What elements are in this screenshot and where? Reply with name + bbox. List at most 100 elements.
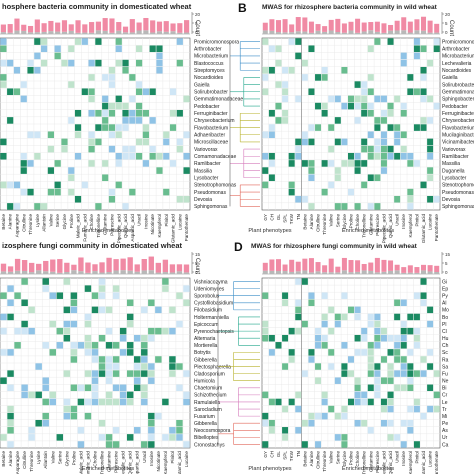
heatmap-cell — [348, 356, 354, 363]
heatmap-cell — [282, 363, 289, 370]
heatmap-cell — [141, 334, 148, 342]
heatmap-cell — [380, 398, 387, 406]
heatmap-cell — [27, 160, 34, 167]
heatmap-cell — [84, 349, 92, 356]
heatmap-cell — [334, 313, 341, 321]
count-bar-base — [262, 30, 268, 34]
metabolite-label: Trigonelline — [100, 451, 105, 474]
heatmap-cell — [88, 74, 95, 81]
metabolite-label: Aspartic_acid — [130, 214, 135, 242]
count-bar-base — [122, 32, 129, 34]
heatmap-cell — [112, 370, 120, 377]
heatmap-cell — [268, 109, 275, 117]
metabolite-label: Lysine — [35, 214, 40, 228]
heatmap-cell — [149, 145, 156, 153]
taxon-label: Pyrenochaetopsis — [194, 329, 234, 335]
heatmap-cell — [268, 349, 275, 356]
heatmap-cell — [68, 45, 75, 53]
metabolite-label: SPL — [283, 214, 288, 223]
heatmap-cell — [282, 427, 289, 434]
count-bar-base — [328, 272, 334, 274]
heatmap-cell — [420, 278, 427, 285]
panel-d-title: MWAS for rhizosphere fungi community in … — [251, 243, 418, 250]
heatmap-cell — [315, 74, 322, 81]
heatmap-cell — [387, 391, 394, 399]
heatmap-cell — [169, 370, 176, 377]
heatmap-cell — [321, 342, 328, 349]
metabolite-label: Quinic_acid — [123, 214, 128, 238]
taxon-label: Sporobolus — [194, 294, 220, 300]
count-bar — [169, 264, 176, 273]
heatmap-cell — [148, 441, 155, 448]
heatmap-cell — [0, 81, 7, 88]
taxon-label: Chryseobacterium — [442, 118, 474, 124]
heatmap-cell — [413, 292, 420, 299]
taxon-label: Cl — [442, 329, 447, 335]
metabolite-label: Trigonelline — [362, 214, 367, 238]
count-bar — [177, 23, 183, 33]
taxon-label: Gibberella — [194, 357, 217, 363]
metabolite-label: Threonine — [322, 214, 327, 235]
heatmap-cell — [70, 384, 78, 392]
taxon-label: Mortierella — [194, 343, 218, 349]
heatmap-cell — [47, 188, 54, 196]
heatmap-cell — [129, 74, 136, 81]
heatmap-cell — [301, 419, 308, 427]
heatmap-cell — [115, 45, 122, 53]
count-bar-base — [43, 271, 49, 274]
taxon-label: Bibelloptes — [194, 435, 219, 441]
heatmap-cell — [148, 363, 155, 370]
metabolite-label: Kaempferol — [163, 451, 168, 474]
heatmap-cell — [98, 306, 106, 314]
count-axis-tick-label: 15 — [445, 252, 451, 257]
heatmap-cell — [119, 391, 127, 399]
metabolite-label: Glutamine — [368, 451, 373, 472]
panel-c: izosphere fungi community in domesticate… — [0, 241, 234, 474]
metabolite-label: Kaempferol — [157, 214, 162, 238]
heatmap-cell — [84, 342, 92, 349]
heatmap-cell — [387, 145, 394, 153]
heatmap-cell — [105, 370, 113, 377]
count-bar — [407, 21, 413, 33]
count-bar — [0, 24, 6, 33]
heatmap-cell — [47, 167, 54, 174]
heatmap-cell — [183, 370, 190, 377]
heatmap-cell — [129, 95, 136, 103]
heatmap-cell — [301, 195, 308, 203]
heatmap-cell — [105, 398, 113, 406]
heatmap-cell — [141, 342, 148, 349]
heatmap-cell — [295, 327, 302, 335]
heatmap-cell — [162, 327, 169, 335]
heatmap-cell — [380, 419, 387, 427]
metabolite-label: Pantothenate — [434, 214, 439, 242]
heatmap-cell — [295, 278, 302, 285]
taxon-label: Sphingomonas — [194, 204, 228, 210]
count-bar-base — [348, 272, 354, 274]
heatmap-cell — [282, 434, 289, 441]
metabolite-label: Maleic_acid — [76, 214, 81, 239]
heatmap-cell — [262, 391, 269, 399]
heatmap-cell — [328, 327, 335, 335]
heatmap-cell — [367, 109, 374, 117]
heatmap-cell — [42, 419, 49, 427]
metabolite-label: Maleic_acid — [78, 451, 83, 474]
heatmap-cell — [367, 356, 374, 363]
count-bar — [134, 264, 140, 272]
heatmap-cell — [155, 306, 162, 314]
heatmap-cell — [354, 160, 361, 167]
heatmap-cell — [407, 419, 414, 427]
heatmap-cell — [141, 384, 148, 392]
heatmap-cell — [354, 398, 361, 406]
heatmap-cell — [95, 38, 102, 45]
taxon-label: Alternaria — [194, 336, 216, 342]
heatmap-cell — [275, 102, 282, 110]
heatmap-cell — [407, 74, 414, 81]
panel-b-count-label: Count — [448, 20, 454, 36]
taxon-label: Ramulaiella — [194, 400, 220, 406]
metabolite-label: TN — [296, 214, 301, 220]
count-bar-base — [374, 272, 380, 274]
heatmap-cell — [268, 152, 275, 160]
heatmap-cell — [374, 38, 381, 45]
heatmap-cell — [268, 419, 275, 427]
